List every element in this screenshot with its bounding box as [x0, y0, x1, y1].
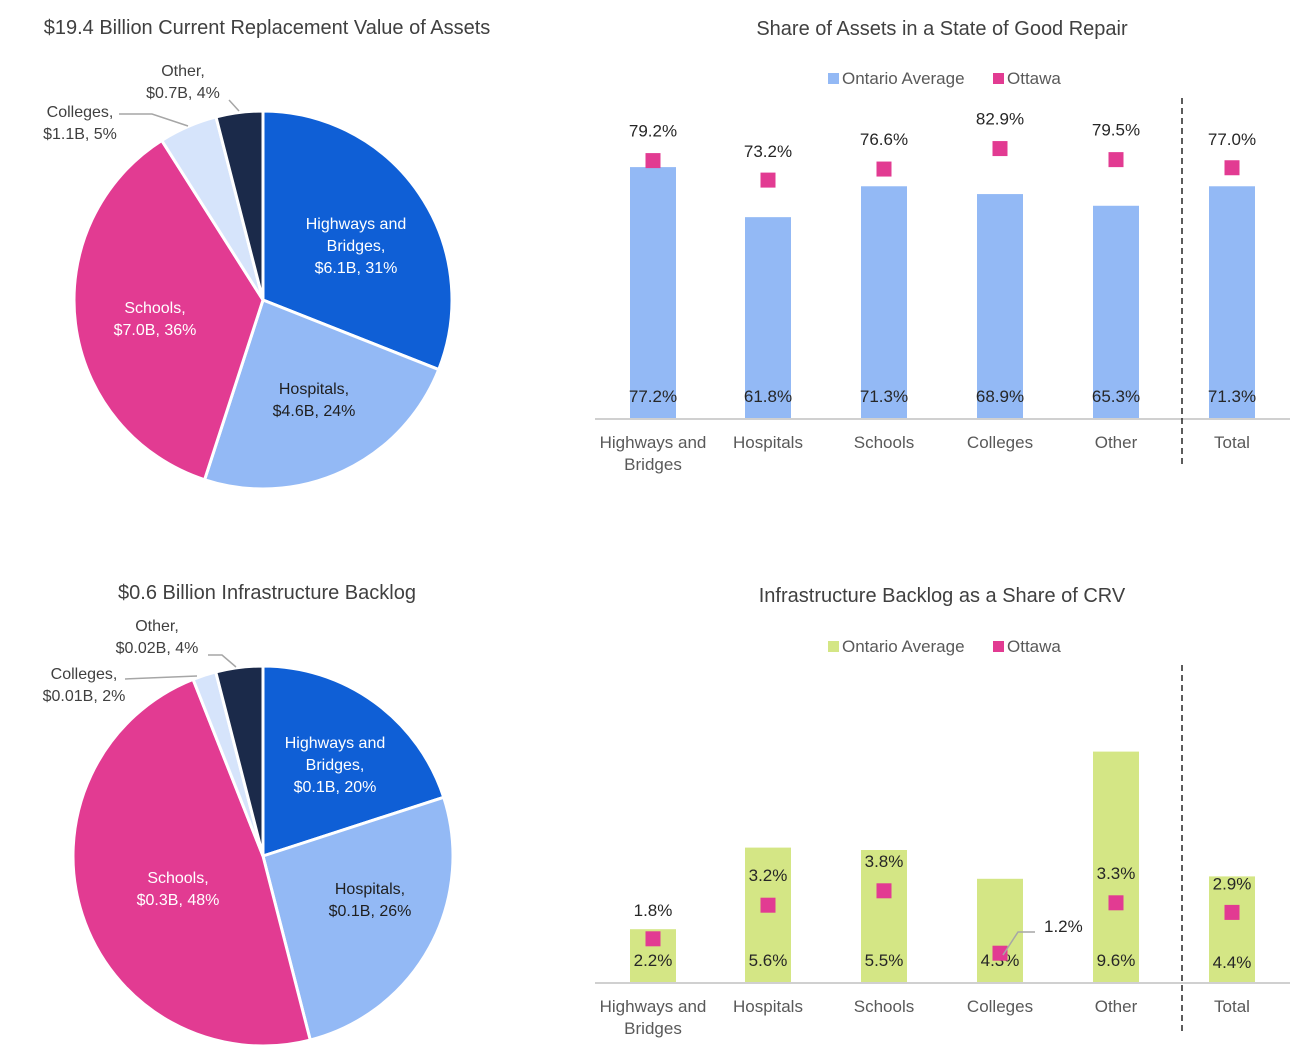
marker-leader-line-colleges [1002, 931, 1035, 956]
pie-slice-other [214, 664, 265, 858]
pie-label-other: Other, $0.02B, 4% [116, 618, 199, 657]
marker-ottawa-other [1108, 895, 1124, 911]
marker-ottawa-colleges [992, 945, 1008, 961]
legend-swatch-ontario-average [828, 73, 839, 84]
pie-label-schools: Schools, $7.0B, 36% [114, 300, 197, 339]
pie-label-other: Other, $0.7B, 4% [146, 63, 220, 102]
pie-chart-backlog-title: $0.6 Billion Infrastructure Backlog [118, 582, 416, 604]
bar-hospitals [745, 217, 791, 418]
marker-ottawa-highways-and-bridges [645, 931, 661, 947]
pie-leader-line-other [208, 654, 237, 668]
legend-label-ottawa: Ottawa [1007, 69, 1061, 88]
pie-leader-line-colleges [119, 113, 189, 127]
marker-value-label-colleges: 1.2% [1044, 917, 1083, 936]
x-tick-label-colleges: Colleges [967, 433, 1033, 452]
x-tick-label-hospitals: Hospitals [733, 433, 803, 452]
pie-label-highways-and-bridges: Highways and Bridges, $6.1B, 31% [306, 216, 407, 277]
marker-value-label-total: 77.0% [1208, 130, 1256, 149]
bar-value-label-hospitals: 5.6% [749, 951, 788, 970]
pie-slice-highways-and-bridges [261, 109, 454, 372]
pie-slice-schools [72, 138, 265, 482]
legend-swatch-ottawa [993, 73, 1004, 84]
bar-hospitals [745, 847, 791, 982]
marker-ottawa-schools [876, 883, 892, 899]
marker-ottawa-other [1108, 152, 1124, 168]
marker-ottawa-schools [876, 161, 892, 177]
bar-chart-backlog-share-title: Infrastructure Backlog as a Share of CRV [759, 585, 1126, 607]
pie-label-hospitals: Hospitals, $0.1B, 26% [329, 881, 412, 920]
pie-chart-backlog: $0.6 Billion Infrastructure Backlog High… [43, 582, 455, 1048]
marker-value-label-highways-and-bridges: 79.2% [629, 122, 677, 141]
pie-label-highways-and-bridges: Highways and Bridges, $0.1B, 20% [285, 735, 386, 796]
bar-total [1209, 186, 1255, 418]
bar-value-label-highways-and-bridges: 2.2% [634, 951, 673, 970]
bar-chart-backlog-share: Infrastructure Backlog as a Share of CRV… [595, 585, 1290, 1038]
x-tick-label-schools: Schools [854, 997, 914, 1016]
x-tick-label-total: Total [1214, 433, 1250, 452]
x-tick-label-highways-and-bridges: Highways and Bridges [600, 997, 707, 1038]
legend-swatch-ontario-average [828, 641, 839, 652]
bar-value-label-schools: 71.3% [860, 387, 908, 406]
bar-schools [861, 850, 907, 982]
x-tick-label-highways-and-bridges: Highways and Bridges [600, 433, 707, 474]
marker-value-label-colleges: 82.9% [976, 110, 1024, 129]
pie-slice-highways-and-bridges [261, 664, 446, 858]
x-tick-label-total: Total [1214, 997, 1250, 1016]
bar-value-label-total: 4.4% [1213, 953, 1252, 972]
pie-chart-crv-title: $19.4 Billion Current Replacement Value … [44, 17, 491, 39]
marker-value-label-hospitals: 3.2% [749, 866, 788, 885]
bar-value-label-other: 65.3% [1092, 387, 1140, 406]
marker-value-label-schools: 3.8% [865, 852, 904, 871]
x-tick-label-hospitals: Hospitals [733, 997, 803, 1016]
legend-label-ontario-average: Ontario Average [842, 637, 965, 656]
bar-colleges [977, 194, 1023, 418]
pie-leader-line-other [228, 99, 240, 112]
marker-value-label-other: 3.3% [1097, 864, 1136, 883]
bar-value-label-colleges: 68.9% [976, 387, 1024, 406]
bar-other [1093, 751, 1139, 982]
bar-highways-and-bridges [630, 167, 676, 418]
legend-label-ontario-average: Ontario Average [842, 69, 965, 88]
legend-label-ottawa: Ottawa [1007, 637, 1061, 656]
pie-slice-hospitals [261, 795, 455, 1042]
x-tick-label-colleges: Colleges [967, 997, 1033, 1016]
bar-value-label-schools: 5.5% [865, 951, 904, 970]
bar-value-label-total: 71.3% [1208, 387, 1256, 406]
marker-value-label-highways-and-bridges: 1.8% [634, 901, 673, 920]
x-tick-label-schools: Schools [854, 433, 914, 452]
marker-ottawa-highways-and-bridges [645, 153, 661, 169]
marker-ottawa-hospitals [760, 897, 776, 913]
marker-value-label-total: 2.9% [1213, 874, 1252, 893]
marker-value-label-other: 79.5% [1092, 121, 1140, 140]
bar-total [1209, 876, 1255, 982]
pie-label-schools: Schools, $0.3B, 48% [137, 870, 220, 909]
bar-schools [861, 186, 907, 418]
pie-label-colleges: Colleges, $1.1B, 5% [43, 104, 117, 143]
bar-value-label-other: 9.6% [1097, 951, 1136, 970]
marker-ottawa-total [1224, 904, 1240, 920]
bar-other [1093, 205, 1139, 418]
pie-leader-line-colleges [124, 675, 198, 680]
pie-slice-other [214, 109, 265, 302]
legend-swatch-ottawa [993, 641, 1004, 652]
pie-label-colleges: Colleges, $0.01B, 2% [43, 666, 126, 705]
marker-ottawa-total [1224, 160, 1240, 176]
pie-slice-schools [71, 677, 312, 1048]
bar-value-label-highways-and-bridges: 77.2% [629, 387, 677, 406]
marker-ottawa-hospitals [760, 172, 776, 188]
bar-value-label-hospitals: 61.8% [744, 387, 792, 406]
marker-ottawa-colleges [992, 141, 1008, 157]
bar-colleges [977, 878, 1023, 982]
x-tick-label-other: Other [1095, 997, 1138, 1016]
bar-chart-good-repair-title: Share of Assets in a State of Good Repai… [756, 18, 1128, 40]
bar-chart-good-repair: Share of Assets in a State of Good Repai… [595, 18, 1290, 474]
pie-chart-crv: $19.4 Billion Current Replacement Value … [43, 17, 491, 491]
pie-slice-hospitals [203, 298, 441, 491]
marker-value-label-schools: 76.6% [860, 130, 908, 149]
x-tick-label-other: Other [1095, 433, 1138, 452]
marker-value-label-hospitals: 73.2% [744, 142, 792, 161]
pie-label-hospitals: Hospitals, $4.6B, 24% [273, 381, 356, 420]
